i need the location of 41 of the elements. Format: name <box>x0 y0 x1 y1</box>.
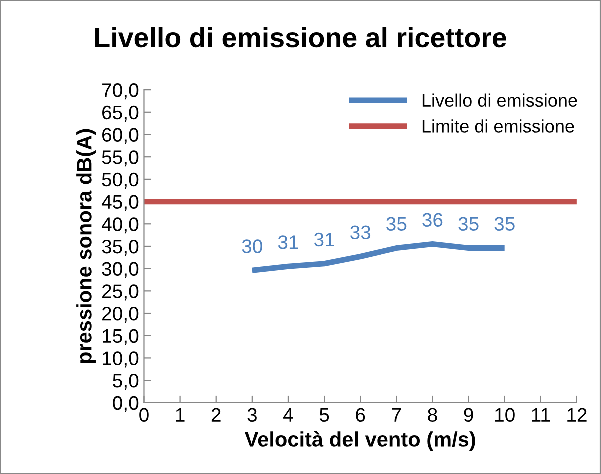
x-axis-title: Velocità del vento (m/s) <box>244 431 476 452</box>
y-tick-label: 65,0 <box>102 106 139 122</box>
data-label: 35 <box>386 217 407 232</box>
y-tick-label: 70,0 <box>102 84 139 100</box>
y-tick-label: 30,0 <box>102 262 139 278</box>
data-label: 31 <box>314 232 334 247</box>
x-tick-label: 12 <box>568 408 587 422</box>
legend-label: Limite di emissione <box>422 120 574 133</box>
legend-label: Livello di emissione <box>422 94 578 108</box>
x-tick-label: 0 <box>140 408 149 422</box>
y-tick-label: 0,0 <box>113 396 139 412</box>
chart-title: Livello di emissione al ricettore <box>96 27 506 48</box>
x-tick-label: 5 <box>320 408 330 422</box>
y-axis-title: pressione sonora dB(A) <box>76 129 96 364</box>
data-label: 35 <box>458 217 479 232</box>
data-label: 33 <box>350 226 371 240</box>
data-label: 31 <box>278 236 298 250</box>
y-tick-label: 40,0 <box>102 218 139 234</box>
x-tick-label: 9 <box>464 408 474 422</box>
x-tick-label: 11 <box>532 408 550 422</box>
x-tick-label: 4 <box>284 408 294 422</box>
y-tick-label: 10,0 <box>103 352 139 368</box>
x-tick-label: 1 <box>176 408 185 422</box>
y-tick-label: 15,0 <box>103 329 139 346</box>
data-label: 30 <box>242 240 262 254</box>
y-tick-label: 50,0 <box>102 172 139 189</box>
data-label: 35 <box>494 217 515 232</box>
x-tick-label: 3 <box>248 408 257 422</box>
y-tick-label: 25,0 <box>102 284 139 301</box>
y-tick-label: 60,0 <box>102 128 139 144</box>
y-tick-label: 45,0 <box>102 195 139 212</box>
y-tick-label: 20,0 <box>102 306 139 324</box>
data-label: 36 <box>422 213 443 227</box>
x-tick-label: 10 <box>496 408 515 422</box>
y-tick-label: 55,0 <box>102 150 139 167</box>
x-tick-label: 6 <box>356 408 366 422</box>
x-tick-label: 7 <box>392 408 402 422</box>
y-tick-label: 35,0 <box>102 240 139 256</box>
y-tick-label: 5,0 <box>113 374 139 390</box>
x-tick-label: 2 <box>212 408 221 422</box>
x-tick-label: 8 <box>428 408 438 422</box>
